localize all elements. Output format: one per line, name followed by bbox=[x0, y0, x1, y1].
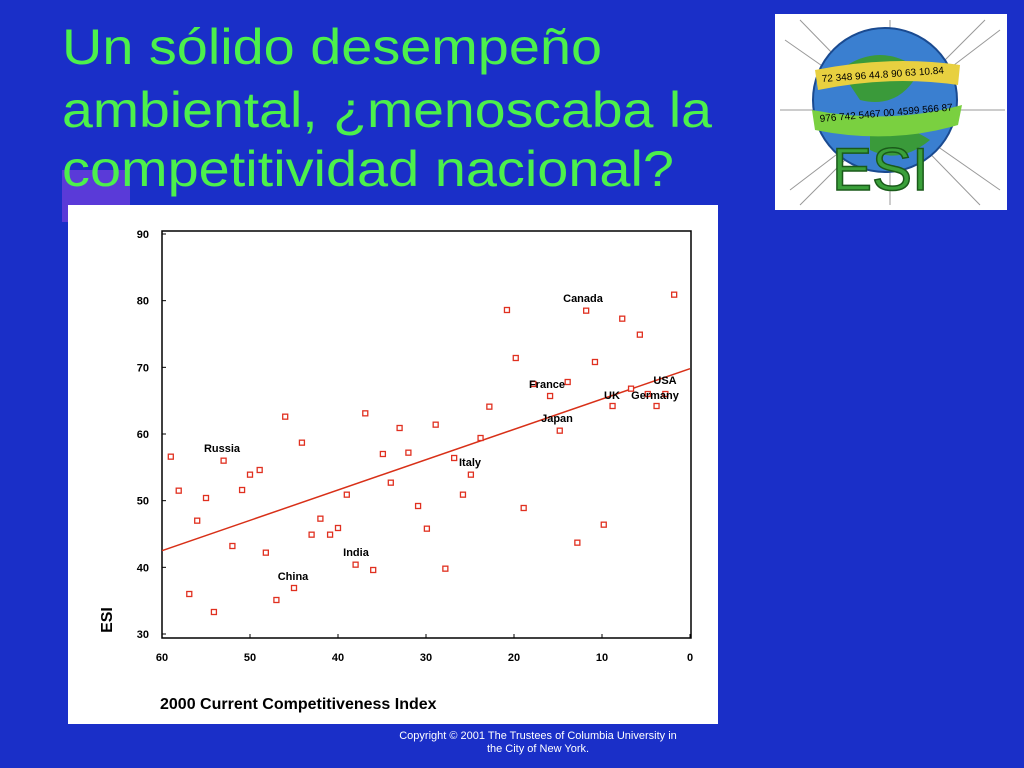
point bbox=[238, 486, 246, 494]
point bbox=[662, 390, 669, 398]
point bbox=[600, 521, 607, 528]
point bbox=[352, 561, 359, 568]
title: Un sólido desempeño ambiental, ¿menoscab… bbox=[62, 19, 712, 197]
point bbox=[459, 491, 467, 498]
point bbox=[503, 306, 511, 314]
point bbox=[530, 380, 537, 388]
point bbox=[175, 487, 182, 494]
point bbox=[653, 402, 660, 410]
point bbox=[326, 531, 334, 538]
point bbox=[627, 385, 635, 392]
copyright-line: Copyright © 2001 The Trustees of Columbi… bbox=[399, 730, 677, 742]
point bbox=[432, 421, 439, 428]
point bbox=[467, 471, 475, 478]
point bbox=[636, 331, 643, 338]
point bbox=[298, 439, 306, 446]
point bbox=[246, 471, 254, 478]
copyright-line: the City of New York. bbox=[487, 743, 589, 755]
annotation: Italy bbox=[459, 457, 482, 469]
logo: 72 348 96 44.8 90 63 10.84 976 742 5467 … bbox=[775, 14, 1007, 210]
y-tick-label: 40 bbox=[137, 562, 149, 574]
point bbox=[262, 549, 269, 556]
point bbox=[167, 453, 174, 460]
x-tick-label: 10 bbox=[596, 652, 608, 664]
point bbox=[387, 479, 394, 486]
point bbox=[423, 525, 431, 532]
point bbox=[512, 354, 519, 362]
point bbox=[405, 449, 412, 456]
point bbox=[362, 410, 369, 417]
x-tick-label: 30 bbox=[420, 652, 432, 664]
annotation: India bbox=[343, 547, 370, 559]
point bbox=[591, 358, 599, 366]
point bbox=[256, 466, 263, 474]
x-tick-label: 20 bbox=[508, 652, 520, 664]
point bbox=[317, 515, 324, 522]
chart-panel bbox=[68, 205, 718, 724]
point bbox=[546, 392, 554, 400]
point bbox=[343, 491, 350, 498]
annotation: Canada bbox=[563, 293, 604, 305]
point bbox=[644, 390, 651, 398]
point bbox=[220, 457, 227, 464]
title-line: ambiental, ¿menoscaba la bbox=[62, 82, 712, 138]
point bbox=[396, 424, 403, 432]
point bbox=[477, 434, 484, 442]
x-tick-label: 40 bbox=[332, 652, 344, 664]
annotation: China bbox=[278, 571, 309, 583]
point bbox=[210, 608, 218, 616]
x-tick-label: 50 bbox=[244, 652, 256, 664]
point bbox=[370, 566, 377, 574]
point bbox=[556, 427, 563, 434]
annotation: Germany bbox=[631, 390, 680, 402]
y-tick-label: 80 bbox=[137, 296, 149, 308]
point bbox=[671, 291, 678, 298]
y-tick-label: 90 bbox=[137, 229, 149, 241]
x-axis-label: 2000 Current Competitiveness Index bbox=[160, 696, 437, 713]
annotation: France bbox=[529, 379, 565, 391]
logo-text: ESI bbox=[832, 136, 929, 203]
annotation: Russia bbox=[204, 443, 241, 455]
point bbox=[186, 590, 193, 598]
point bbox=[194, 517, 201, 524]
x-tick-label: 0 bbox=[687, 652, 693, 664]
point bbox=[486, 403, 493, 410]
y-tick-label: 30 bbox=[137, 629, 149, 641]
point bbox=[564, 378, 571, 386]
point bbox=[609, 402, 616, 410]
point bbox=[282, 413, 289, 420]
point bbox=[202, 494, 210, 502]
point bbox=[583, 307, 590, 314]
y-tick-label: 60 bbox=[137, 429, 149, 441]
annotation: USA bbox=[653, 375, 676, 387]
point bbox=[379, 450, 387, 458]
point bbox=[442, 565, 449, 572]
y-tick-label: 70 bbox=[137, 362, 149, 374]
title-line: competitividad nacional? bbox=[62, 141, 674, 197]
y-tick-label: 50 bbox=[137, 496, 149, 508]
y-axis-label: ESI bbox=[99, 607, 116, 633]
trend-line bbox=[161, 367, 691, 552]
point bbox=[308, 531, 315, 538]
copyright: Copyright © 2001 The Trustees of Columbi… bbox=[399, 730, 677, 755]
point bbox=[451, 454, 458, 462]
point bbox=[574, 539, 581, 546]
point bbox=[229, 542, 236, 550]
point bbox=[273, 596, 280, 604]
point bbox=[290, 584, 298, 592]
annotation: UK bbox=[604, 390, 620, 402]
point bbox=[334, 524, 342, 532]
point bbox=[619, 315, 626, 322]
annotation: Japan bbox=[541, 413, 573, 425]
point bbox=[520, 504, 527, 512]
x-tick-label: 60 bbox=[156, 652, 168, 664]
title-line: Un sólido desempeño bbox=[62, 19, 602, 75]
point bbox=[414, 502, 422, 510]
